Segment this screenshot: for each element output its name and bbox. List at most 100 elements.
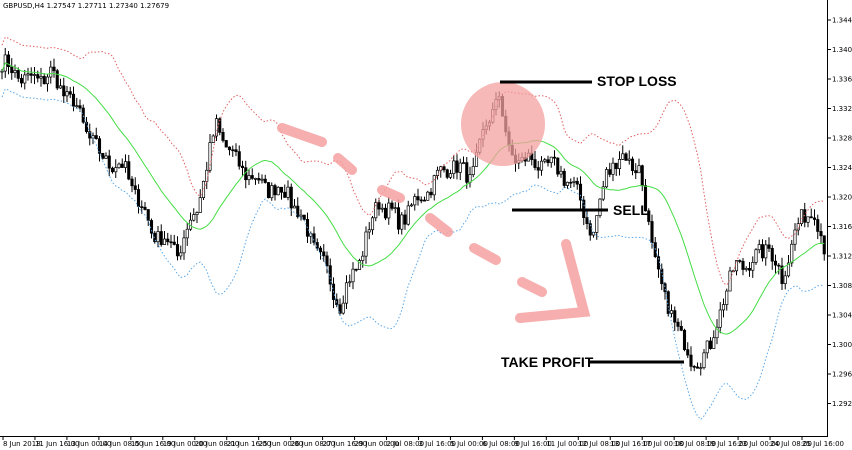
bearish-candle (322, 251, 326, 257)
bearish-candle (19, 77, 24, 84)
bullish-candle (182, 237, 186, 254)
bearish-candle (29, 73, 33, 76)
bearish-candle (578, 183, 583, 201)
price-tick-label: 1.29655 (832, 371, 852, 379)
bullish-candle (699, 367, 703, 369)
bullish-candle (247, 175, 251, 181)
bearish-candle (809, 216, 813, 219)
lower-bollinger-band (1, 88, 825, 421)
bearish-candle (227, 146, 232, 151)
bullish-candle (604, 169, 609, 188)
price-axis: 1.34430 1.34035 1.33625 1.33235 1.32840 1.324… (827, 17, 852, 408)
time-tick-label: 25 Jun 00:00 (259, 440, 303, 448)
bullish-candle (793, 229, 797, 245)
bullish-candle (565, 181, 570, 186)
bearish-candle (237, 151, 241, 167)
bullish-candle (754, 249, 758, 263)
bearish-candle (767, 244, 771, 249)
bullish-candle (799, 209, 804, 225)
bullish-candle (387, 202, 391, 219)
time-tick-label: 24 Jul 08:00 (770, 440, 812, 448)
bearish-candle (614, 162, 618, 170)
bearish-candle (777, 264, 781, 267)
bullish-candle (725, 290, 729, 305)
bearish-candle (770, 248, 774, 262)
bullish-candle (341, 302, 345, 314)
bearish-candle (169, 241, 173, 244)
bullish-candle (370, 217, 375, 231)
bullish-candle (611, 162, 615, 175)
bullish-candle (734, 260, 739, 272)
bullish-candle (276, 186, 280, 196)
bearish-candle (302, 214, 306, 220)
bullish-candle (117, 163, 121, 169)
time-tick-label: 12 Jul 08:00 (578, 440, 620, 448)
bullish-candle (32, 74, 37, 76)
bearish-candle (231, 149, 235, 152)
bearish-candle (390, 202, 394, 209)
middle-moving-average (1, 62, 825, 335)
bearish-candle (686, 349, 690, 356)
bearish-candle (819, 231, 823, 237)
time-tick-label: 13 Jul 16:00 (610, 440, 652, 448)
bullish-candle (195, 212, 199, 215)
bullish-candle (413, 196, 417, 206)
bearish-candle (172, 241, 176, 245)
bullish-candle (471, 165, 475, 175)
bullish-candle (702, 352, 706, 368)
bullish-candle (357, 260, 362, 270)
bearish-candle (6, 54, 11, 68)
time-tick-label: 5 Jul 00:00 (450, 440, 488, 448)
bearish-candle (556, 157, 560, 175)
bullish-candle (751, 262, 755, 271)
bearish-candle (84, 121, 89, 132)
bearish-candle (747, 268, 752, 271)
bullish-candle (292, 205, 297, 209)
sell-annotation: SELL (512, 202, 649, 218)
bearish-candle (689, 354, 693, 367)
bearish-candle (130, 178, 134, 187)
bearish-candle (643, 185, 648, 212)
bearish-candle (708, 340, 713, 349)
time-tick-label: 18 Jul 08:00 (674, 440, 716, 448)
candlestick-series (0, 48, 826, 376)
bearish-candle (682, 329, 687, 351)
bullish-candle (549, 156, 553, 164)
bearish-candle (296, 205, 300, 218)
time-tick-label: 25 Jul 16:00 (802, 440, 844, 448)
bearish-candle (552, 156, 557, 159)
bearish-candle (146, 209, 150, 221)
time-tick-label: 19 Jul 16:00 (706, 440, 748, 448)
downtrend-arrow (277, 123, 591, 323)
ohlc-values: 1.27547 1.27711 1.27340 1.27679 (46, 2, 170, 10)
bearish-candle (62, 85, 66, 97)
bearish-candle (634, 170, 638, 174)
time-tick-label: 2 Jul 08:00 (387, 440, 425, 448)
bearish-candle (562, 170, 566, 186)
bullish-candle (796, 223, 800, 231)
time-tick-label: 14 Jun 08:00 (99, 440, 143, 448)
bearish-candle (666, 291, 670, 314)
bearish-candle (354, 268, 358, 271)
bullish-candle (364, 231, 368, 257)
price-tick-label: 1.34430 (832, 17, 852, 25)
symbol-ohlc-label: GBPUSD,H4 1.27547 1.27711 1.27340 1.2767… (3, 2, 169, 10)
bearish-candle (120, 163, 124, 168)
bullish-candle (757, 244, 761, 251)
bearish-candle (588, 223, 592, 236)
bearish-candle (663, 283, 667, 293)
bearish-candle (68, 91, 72, 95)
bullish-candle (253, 178, 258, 180)
bullish-candle (559, 170, 563, 175)
bullish-candle (783, 275, 787, 284)
take-profit-annotation: TAKE PROFIT (501, 354, 684, 370)
bearish-candle (780, 265, 784, 284)
bullish-candle (123, 161, 128, 168)
bearish-candle (377, 202, 381, 210)
bearish-candle (10, 66, 14, 74)
bullish-candle (374, 202, 378, 219)
bullish-candle (114, 167, 118, 173)
symbol-name: GBPUSD,H4 (3, 2, 45, 10)
